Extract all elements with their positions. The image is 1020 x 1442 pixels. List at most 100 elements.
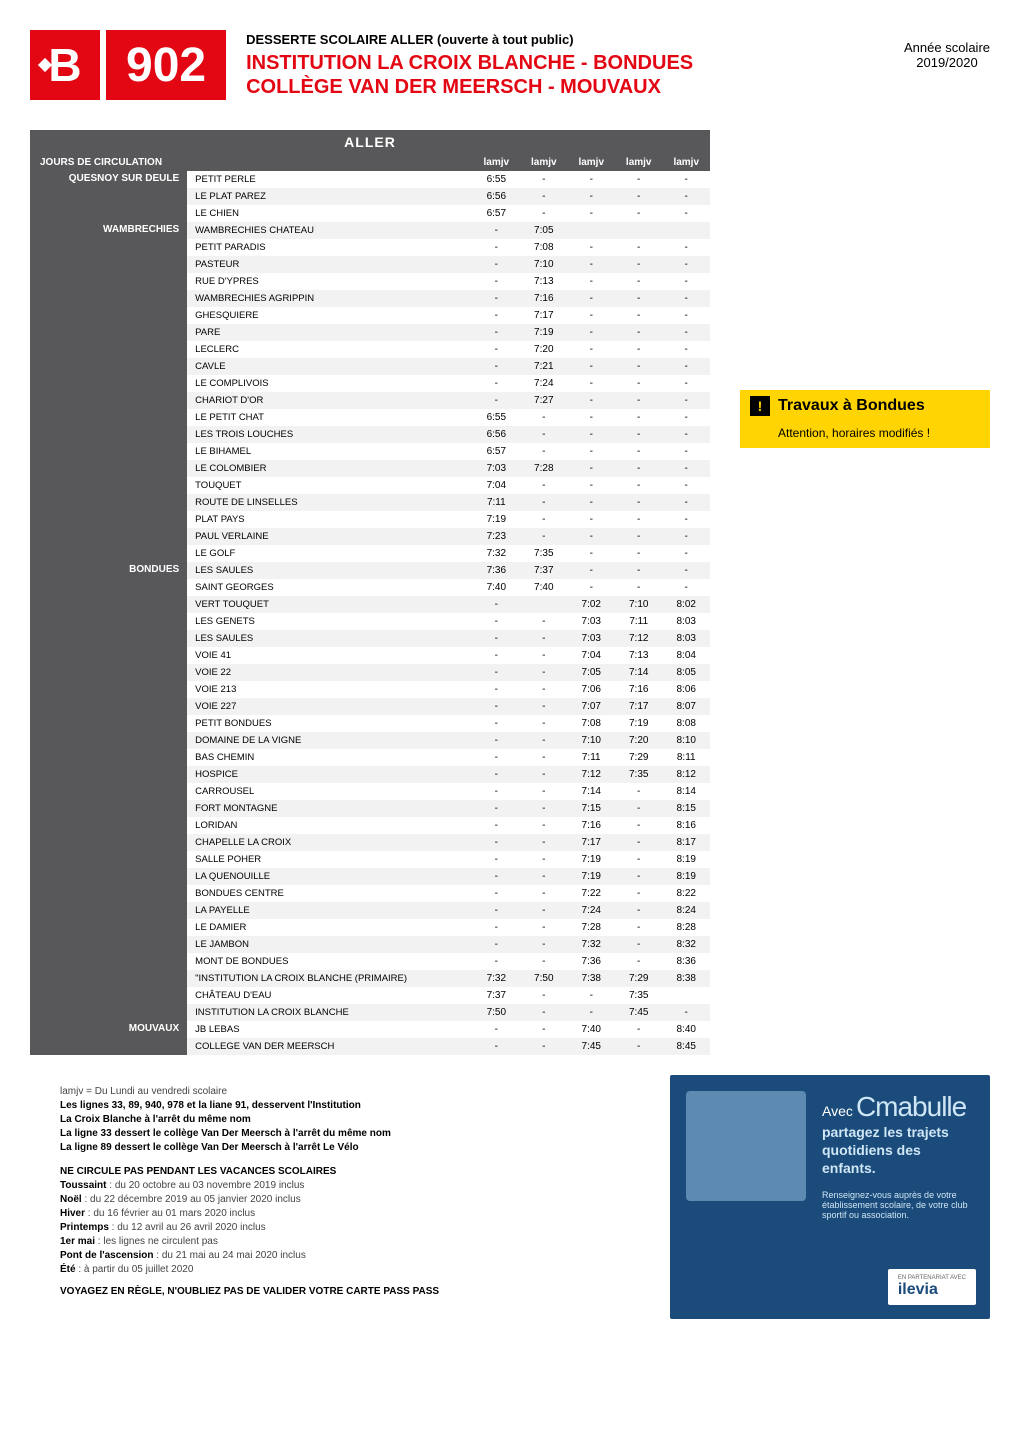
stop-name: PAUL VERLAINE	[187, 528, 472, 545]
time-cell: -	[520, 1021, 567, 1038]
time-cell: 8:08	[662, 715, 710, 732]
col-header: lamjv	[662, 154, 710, 171]
time-cell: 8:32	[662, 936, 710, 953]
time-cell: 8:03	[662, 613, 710, 630]
vac-line: Toussaint : du 20 octobre au 03 novembre…	[60, 1179, 620, 1193]
stop-name: CHAPELLE LA CROIX	[187, 834, 472, 851]
time-cell: -	[662, 409, 710, 426]
stop-name: COLLEGE VAN DER MEERSCH	[187, 1038, 472, 1055]
note-line: Les lignes 33, 89, 940, 978 et la liane …	[60, 1099, 620, 1113]
stop-name: "INSTITUTION LA CROIX BLANCHE (PRIMAIRE)	[187, 970, 472, 987]
time-cell: 8:24	[662, 902, 710, 919]
time-cell: -	[473, 358, 520, 375]
time-cell: -	[473, 936, 520, 953]
time-cell: -	[473, 783, 520, 800]
time-cell: -	[662, 477, 710, 494]
time-cell: -	[615, 936, 662, 953]
time-cell: -	[473, 307, 520, 324]
stop-name: CHÂTEAU D'EAU	[187, 987, 472, 1004]
time-cell: 6:57	[473, 443, 520, 460]
time-cell: 6:55	[473, 409, 520, 426]
time-cell: -	[568, 358, 615, 375]
time-cell: -	[615, 273, 662, 290]
vac-line: Été : à partir du 05 juillet 2020	[60, 1263, 620, 1277]
time-cell: -	[662, 545, 710, 562]
time-cell: 7:15	[568, 800, 615, 817]
time-cell: 7:37	[520, 562, 567, 579]
time-cell: 7:03	[473, 460, 520, 477]
time-cell: -	[520, 953, 567, 970]
time-cell: 8:05	[662, 664, 710, 681]
time-cell: 7:32	[473, 545, 520, 562]
time-cell: -	[615, 171, 662, 188]
time-cell: -	[615, 953, 662, 970]
time-cell: 8:38	[662, 970, 710, 987]
time-cell: -	[615, 460, 662, 477]
year-block: Année scolaire 2019/2020	[904, 30, 990, 100]
stop-name: PETIT PERLE	[187, 171, 472, 188]
time-cell: -	[615, 290, 662, 307]
time-cell: -	[520, 834, 567, 851]
time-cell: 7:22	[568, 885, 615, 902]
aller-header: ALLER	[30, 130, 710, 154]
route-number: 902	[106, 30, 226, 100]
stop-name: BONDUES CENTRE	[187, 885, 472, 902]
time-cell: -	[520, 664, 567, 681]
time-cell: 7:20	[615, 732, 662, 749]
time-cell: 7:50	[520, 970, 567, 987]
zone-name: MOUVAUX	[30, 1021, 187, 1055]
stop-name: LA PAYELLE	[187, 902, 472, 919]
time-cell: -	[615, 834, 662, 851]
notes: lamjv = Du Lundi au vendredi scolaireLes…	[30, 1075, 650, 1319]
time-cell: -	[473, 596, 520, 613]
time-cell: 8:10	[662, 732, 710, 749]
stop-name: VOIE 22	[187, 664, 472, 681]
time-cell: -	[473, 851, 520, 868]
zone-name: WAMBRECHIES	[30, 222, 187, 562]
year-value: 2019/2020	[904, 55, 990, 70]
time-cell: -	[568, 460, 615, 477]
time-cell: -	[473, 324, 520, 341]
time-cell: -	[615, 239, 662, 256]
time-cell: -	[520, 885, 567, 902]
time-cell: 7:35	[520, 545, 567, 562]
stop-name: PARE	[187, 324, 472, 341]
alert-title: Travaux à Bondues	[778, 397, 925, 415]
stop-name: LE CHIEN	[187, 205, 472, 222]
time-cell: -	[662, 494, 710, 511]
time-cell: 7:28	[520, 460, 567, 477]
time-cell: -	[520, 715, 567, 732]
time-cell: -	[662, 511, 710, 528]
note-line: La ligne 33 dessert le collège Van Der M…	[60, 1127, 620, 1141]
stop-name: ROUTE DE LINSELLES	[187, 494, 472, 511]
time-cell: 8:17	[662, 834, 710, 851]
stop-name: LE PLAT PAREZ	[187, 188, 472, 205]
time-cell: -	[520, 783, 567, 800]
time-cell: 7:14	[615, 664, 662, 681]
time-cell: 7:10	[615, 596, 662, 613]
time-cell: 7:11	[473, 494, 520, 511]
time-cell: 7:28	[568, 919, 615, 936]
time-cell: -	[520, 171, 567, 188]
time-cell: -	[662, 239, 710, 256]
time-cell	[662, 987, 710, 1004]
stop-name: GHESQUIERE	[187, 307, 472, 324]
col-header: lamjv	[568, 154, 615, 171]
time-cell: -	[520, 698, 567, 715]
time-cell: -	[473, 341, 520, 358]
time-cell: 7:06	[568, 681, 615, 698]
time-cell: -	[615, 800, 662, 817]
time-cell: -	[473, 868, 520, 885]
time-cell: -	[473, 239, 520, 256]
time-cell: -	[520, 205, 567, 222]
time-cell: 7:17	[568, 834, 615, 851]
time-cell: 8:04	[662, 647, 710, 664]
time-cell: -	[473, 273, 520, 290]
stop-name: PASTEUR	[187, 256, 472, 273]
time-cell: -	[473, 749, 520, 766]
time-cell: 7:16	[520, 290, 567, 307]
stop-name: VERT TOUQUET	[187, 596, 472, 613]
time-cell: 7:11	[568, 749, 615, 766]
time-cell: -	[520, 919, 567, 936]
time-cell: 7:35	[615, 766, 662, 783]
